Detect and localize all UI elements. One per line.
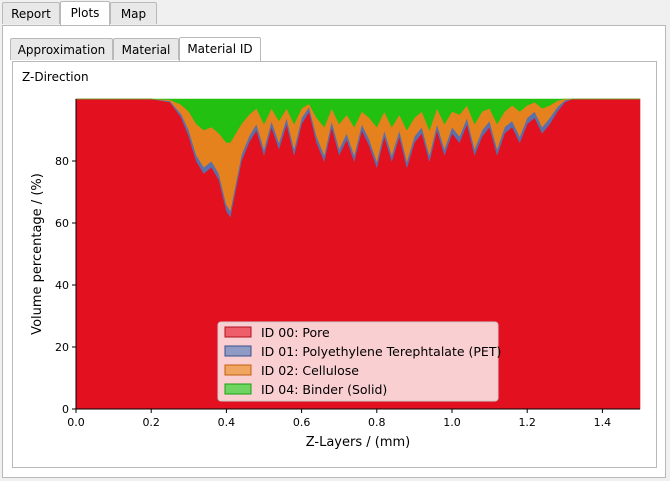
tab-material-id-label: Material ID <box>187 42 253 56</box>
x-tick-label: 1.0 <box>443 416 461 429</box>
tab-approximation[interactable]: Approximation <box>10 38 113 60</box>
area-series-3 <box>76 98 640 143</box>
tab-material-label: Material <box>121 43 171 57</box>
tab-plots[interactable]: Plots <box>60 1 110 26</box>
y-tick-label: 0 <box>62 403 69 416</box>
legend-swatch <box>224 326 252 338</box>
y-tick-label: 60 <box>55 217 69 230</box>
tab-material-id[interactable]: Material ID <box>179 37 261 62</box>
tab-plots-label: Plots <box>70 6 100 20</box>
y-tick-label: 80 <box>55 155 69 168</box>
x-tick-label: 0.0 <box>67 416 85 429</box>
x-tick-label: 1.2 <box>518 416 536 429</box>
x-tick-label: 0.2 <box>142 416 160 429</box>
y-axis-label: Volume percentage / (%) <box>30 173 45 335</box>
y-tick-label: 40 <box>55 279 69 292</box>
x-tick-label: 0.8 <box>368 416 386 429</box>
x-tick-label: 1.4 <box>594 416 612 429</box>
x-tick-label: 0.4 <box>218 416 236 429</box>
tab-map[interactable]: Map <box>110 2 157 24</box>
tab-approximation-label: Approximation <box>17 43 106 57</box>
legend-label: ID 02: Cellulose <box>261 363 359 378</box>
legend-box <box>217 321 499 402</box>
legend-swatch <box>224 345 252 357</box>
legend-swatch <box>224 364 252 376</box>
tab-material[interactable]: Material <box>113 38 179 60</box>
y-tick-label: 20 <box>55 341 69 354</box>
legend: ID 00: Pore ID 01: Polyethylene Terephtal… <box>217 321 501 402</box>
legend-swatch <box>224 383 252 395</box>
x-tick-label: 0.6 <box>293 416 311 429</box>
plot-heading: Z-Direction <box>22 70 89 84</box>
x-axis-label: Z-Layers / (mm) <box>306 435 411 450</box>
tab-report[interactable]: Report <box>2 2 60 24</box>
axes: 0.0 0.2 0.4 0.6 0.8 1.0 1.2 1.4 0 20 40 60 80 Z-Layer… <box>30 99 640 450</box>
tab-report-label: Report <box>11 7 51 21</box>
legend-label: ID 04: Binder (Solid) <box>261 382 387 397</box>
legend-label: ID 01: Polyethylene Terephtalate (PET) <box>261 344 501 359</box>
tab-map-label: Map <box>120 7 147 21</box>
legend-label: ID 00: Pore <box>261 325 330 340</box>
area-layers <box>75 98 641 410</box>
